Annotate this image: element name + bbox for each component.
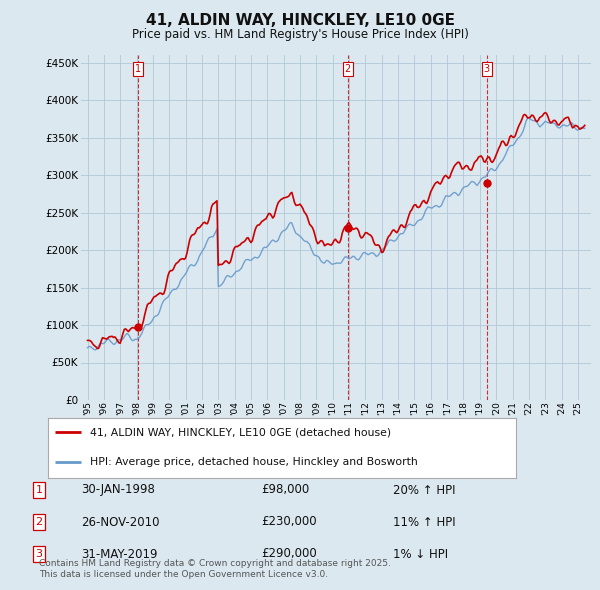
Text: Price paid vs. HM Land Registry's House Price Index (HPI): Price paid vs. HM Land Registry's House … (131, 28, 469, 41)
Text: 26-NOV-2010: 26-NOV-2010 (81, 516, 160, 529)
Text: 2: 2 (35, 517, 43, 527)
Text: 30-JAN-1998: 30-JAN-1998 (81, 483, 155, 497)
Text: 3: 3 (35, 549, 43, 559)
Text: £98,000: £98,000 (261, 483, 309, 497)
Text: 1% ↓ HPI: 1% ↓ HPI (393, 548, 448, 560)
Text: £290,000: £290,000 (261, 548, 317, 560)
Text: 1: 1 (35, 485, 43, 495)
Text: 41, ALDIN WAY, HINCKLEY, LE10 0GE: 41, ALDIN WAY, HINCKLEY, LE10 0GE (146, 13, 455, 28)
Text: 1: 1 (135, 64, 141, 74)
Text: Contains HM Land Registry data © Crown copyright and database right 2025.
This d: Contains HM Land Registry data © Crown c… (39, 559, 391, 579)
Text: 41, ALDIN WAY, HINCKLEY, LE10 0GE (detached house): 41, ALDIN WAY, HINCKLEY, LE10 0GE (detac… (90, 427, 391, 437)
Text: 20% ↑ HPI: 20% ↑ HPI (393, 483, 455, 497)
Text: 11% ↑ HPI: 11% ↑ HPI (393, 516, 455, 529)
Text: 2: 2 (344, 64, 351, 74)
Text: HPI: Average price, detached house, Hinckley and Bosworth: HPI: Average price, detached house, Hinc… (90, 457, 418, 467)
Text: 31-MAY-2019: 31-MAY-2019 (81, 548, 157, 560)
Text: 3: 3 (484, 64, 490, 74)
Text: £230,000: £230,000 (261, 516, 317, 529)
